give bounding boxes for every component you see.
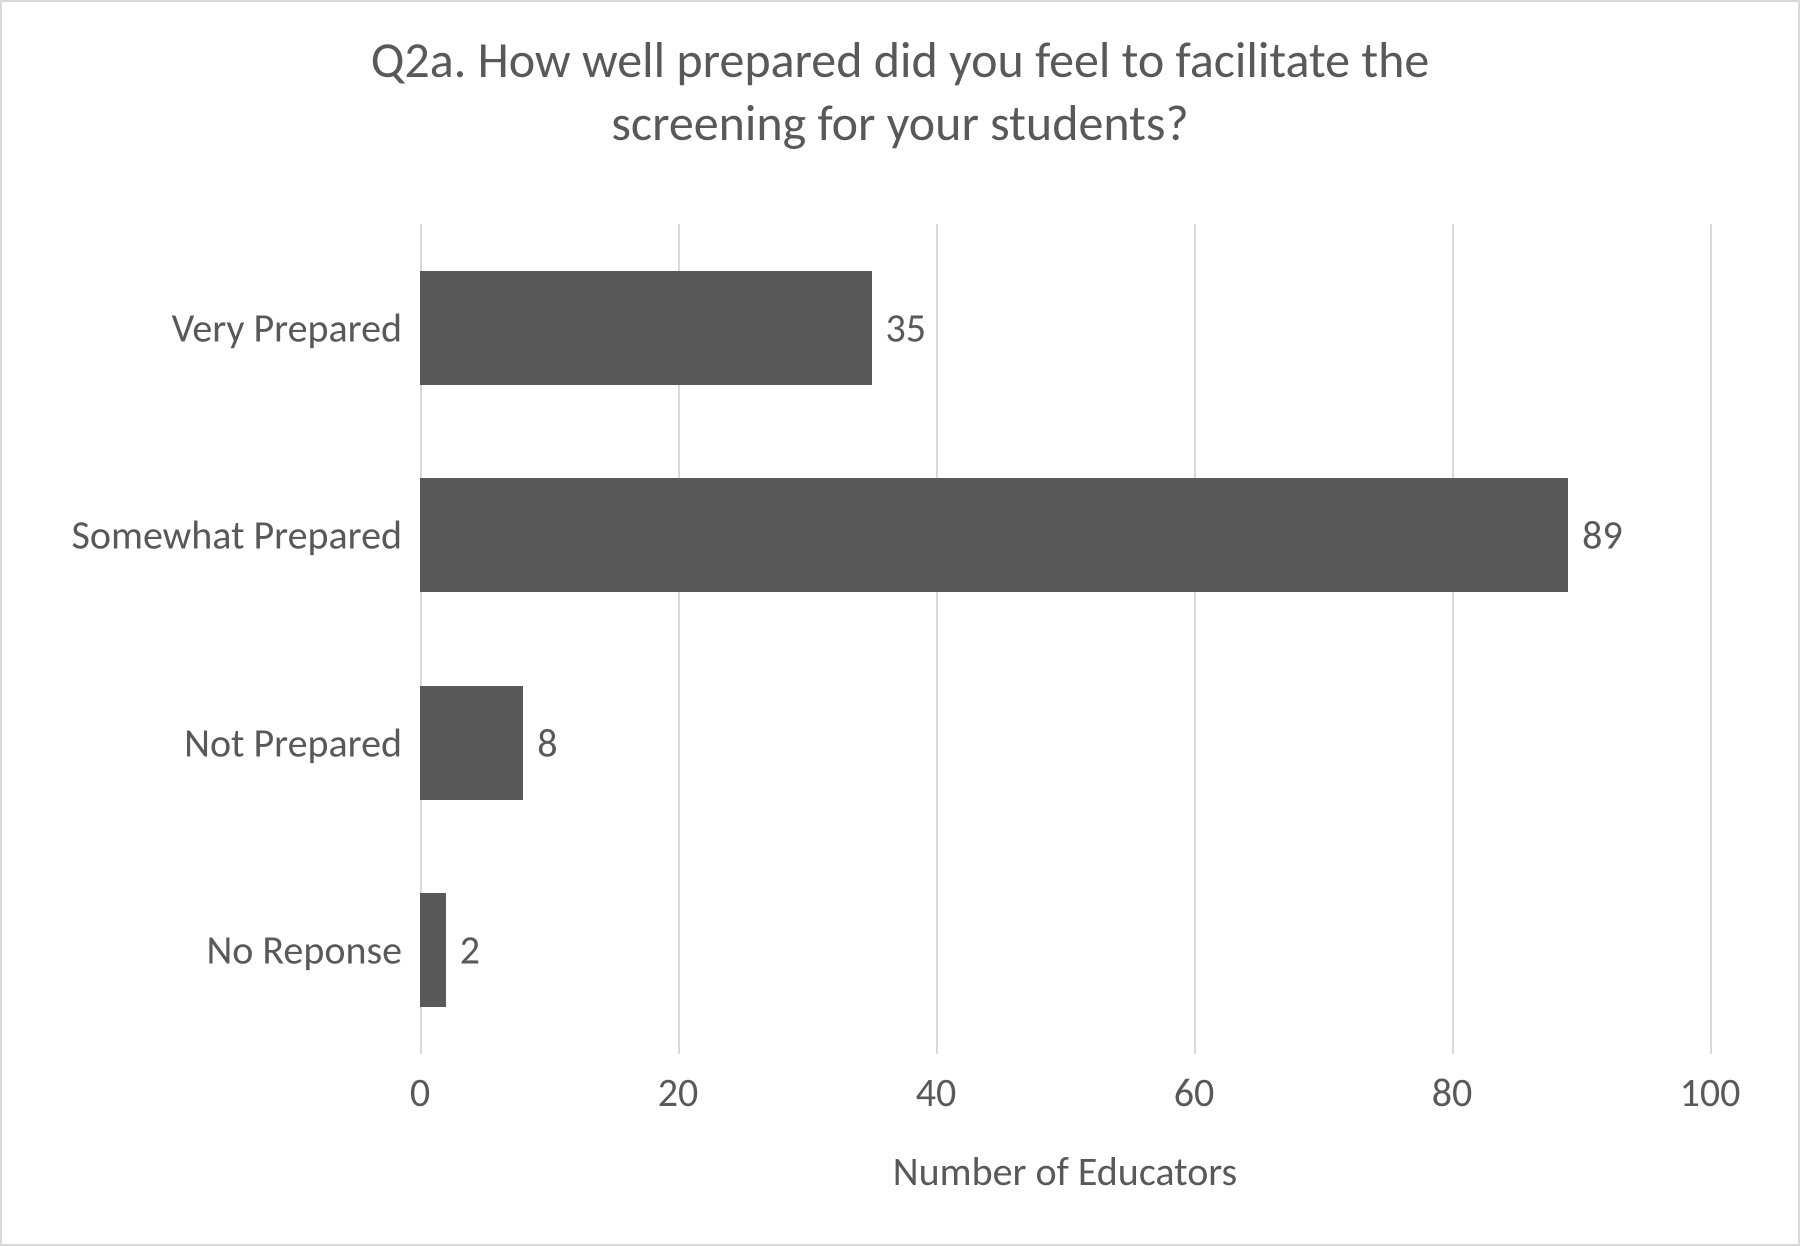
plot-area: 02040608010035Very Prepared89Somewhat Pr… [420, 224, 1710, 1054]
bar-value-label: 8 [537, 718, 557, 767]
bar-value-label: 2 [460, 926, 480, 975]
gridline [1710, 224, 1712, 1054]
category-label: No Reponse [206, 926, 420, 975]
chart-title-line2: screening for your students? [2, 93, 1798, 156]
x-tick-label: 40 [916, 1054, 957, 1117]
chart-title: Q2a. How well prepared did you feel to f… [2, 30, 1798, 155]
x-tick-label: 0 [410, 1054, 430, 1117]
x-tick-label: 20 [658, 1054, 699, 1117]
category-label: Somewhat Prepared [72, 511, 420, 560]
category-label: Not Prepared [184, 718, 420, 767]
gridline [936, 224, 938, 1054]
category-label: Very Prepared [172, 303, 420, 352]
gridline [1452, 224, 1454, 1054]
chart-title-line1: Q2a. How well prepared did you feel to f… [2, 30, 1798, 93]
gridline [1194, 224, 1196, 1054]
bar-value-label: 89 [1582, 511, 1623, 560]
bar [420, 893, 446, 1007]
bar [420, 478, 1568, 592]
bar [420, 271, 872, 385]
x-axis-title: Number of Educators [420, 1147, 1710, 1196]
bar [420, 686, 523, 800]
x-tick-label: 100 [1680, 1054, 1741, 1117]
x-tick-label: 80 [1432, 1054, 1473, 1117]
x-tick-label: 60 [1174, 1054, 1215, 1117]
chart-container: Q2a. How well prepared did you feel to f… [0, 0, 1800, 1246]
bar-value-label: 35 [886, 303, 927, 352]
